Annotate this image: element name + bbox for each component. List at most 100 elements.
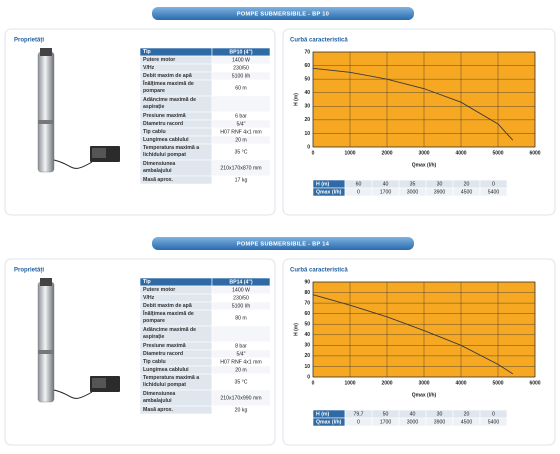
- x-tick-label: 2000: [381, 380, 392, 386]
- property-value: 210x170x870 mm: [220, 165, 261, 171]
- banner: [152, 7, 414, 20]
- label-line: Tip cablu: [143, 359, 166, 365]
- label-line: lichidului pompat: [143, 382, 186, 388]
- property-label: Dimensiunea ambalajului: [143, 391, 175, 404]
- property-value: 17 kg: [235, 177, 248, 183]
- label-line: Presiune maximă: [143, 113, 186, 119]
- label-line: Temperatura maximă a: [143, 375, 199, 381]
- cable: [53, 389, 93, 399]
- table-cell: [479, 187, 508, 197]
- y-tick-label: 90: [304, 279, 310, 285]
- label-line: Diametru racord: [143, 351, 183, 357]
- property-label: Presiune maximă: [143, 113, 186, 119]
- property-value: 20 kg: [235, 407, 248, 413]
- row-value: 0: [492, 182, 495, 188]
- pump-cap: [40, 48, 52, 56]
- label-line: Masă aprox.: [143, 177, 174, 183]
- label-line: Lungimea cablului: [143, 367, 189, 373]
- label-line: V/Hz: [143, 65, 155, 71]
- row-value: 3900: [434, 420, 446, 426]
- property-value: 5100 l/h: [232, 73, 251, 79]
- banner-title: POMPE SUBMERSIBILE - BP 10: [237, 11, 329, 17]
- row-value: 20: [464, 182, 470, 188]
- x-tick-label: 4000: [455, 380, 466, 386]
- row-value: 3900: [434, 190, 446, 196]
- property-value: 1400 W: [232, 287, 250, 293]
- property-value: 1400 W: [232, 57, 250, 63]
- x-axis-label: Qmax (l/h): [412, 392, 437, 398]
- row-value: 40: [383, 182, 389, 188]
- property-label: Putere motor: [143, 57, 175, 63]
- label-line: Diametru racord: [143, 121, 183, 127]
- property-value: 20 m: [235, 367, 247, 373]
- label-line: V/Hz: [143, 295, 155, 301]
- x-tick-label: 0: [312, 380, 315, 386]
- row-label: Qmax (l/h): [316, 190, 342, 196]
- property-label: V/Hz: [143, 65, 155, 71]
- label-line: ambalajului: [143, 398, 172, 404]
- label-line: Înălțimea maximă de: [142, 309, 194, 317]
- property-value: H07 RNF 4x1 mm: [220, 129, 262, 135]
- property-label: Adâncime maximă de aspirație: [143, 97, 196, 110]
- label-line: Dimensiunea: [143, 161, 175, 167]
- pump-body: [37, 51, 55, 173]
- banner-title: POMPE SUBMERSIBILE - BP 14: [237, 241, 330, 247]
- curve: [312, 67, 514, 141]
- cable: [53, 159, 93, 169]
- property-label: Dimensiunea ambalajului: [143, 161, 175, 174]
- label-line: Presiune maximă: [143, 343, 186, 349]
- row-value: 0: [492, 412, 495, 418]
- y-tick-label: 10: [304, 364, 310, 370]
- pump-band: [38, 350, 54, 354]
- pump-band: [38, 120, 54, 124]
- label-line: Putere motor: [143, 57, 175, 63]
- row-value: 1700: [380, 420, 392, 426]
- row-value: 0: [357, 420, 360, 426]
- y-tick-label: 10: [304, 131, 310, 137]
- y-tick-label: 80: [304, 290, 310, 296]
- property-label: Lungimea cablului: [143, 137, 189, 143]
- label-line: Debit maxim de apă: [143, 303, 192, 309]
- table-cell: [139, 47, 213, 57]
- label-line: Tip cablu: [143, 129, 166, 135]
- property-label: Diametru racord: [143, 121, 183, 127]
- x-tick-label: 5000: [492, 150, 503, 156]
- property-value: 5/4": [236, 351, 245, 357]
- table-cell: [479, 417, 508, 427]
- property-label: V/Hz: [143, 295, 155, 301]
- chart-title: Curbă caracteristică: [290, 268, 348, 274]
- label-line: Tip: [143, 49, 151, 55]
- pump-image: [37, 48, 120, 173]
- property-label: Tip cablu: [143, 129, 166, 135]
- property-value: 210x170x990 mm: [220, 395, 261, 401]
- label-line: Masă aprox.: [143, 407, 174, 413]
- label-line: Debit maxim de apă: [143, 73, 192, 79]
- chart-title: Curbă caracteristică: [290, 38, 348, 44]
- x-tick-label: 3000: [418, 150, 429, 156]
- table-cell: [211, 405, 271, 415]
- property-value: 5100 l/h: [232, 303, 251, 309]
- label-line: Tip: [143, 279, 151, 285]
- property-value: 8 bar: [235, 343, 247, 349]
- property-value: 60 m: [235, 85, 247, 91]
- control-face: [92, 148, 106, 158]
- label-line: Putere motor: [143, 287, 175, 293]
- x-tick-label: 2000: [381, 150, 392, 156]
- pump-image: [37, 278, 120, 403]
- row-value: 0: [357, 190, 360, 196]
- property-value: 6 bar: [235, 113, 247, 119]
- label-line: ambalajului: [143, 168, 172, 174]
- property-label: Masă aprox.: [143, 177, 174, 183]
- y-tick-label: 60: [304, 311, 310, 317]
- x-tick-label: 6000: [529, 150, 540, 156]
- row-value: 4500: [461, 420, 473, 426]
- property-label: Adâncime maximă de aspirație: [143, 327, 196, 340]
- label-line: aspirație: [143, 334, 164, 340]
- row-value: 4500: [461, 190, 473, 196]
- row-value: 5400: [488, 420, 500, 426]
- property-value: BP10 (4"): [229, 49, 252, 55]
- property-label: Temperatura maximă a lichidului pompat: [143, 375, 199, 388]
- row-value: 60: [356, 182, 362, 188]
- row-value: 30: [437, 182, 443, 188]
